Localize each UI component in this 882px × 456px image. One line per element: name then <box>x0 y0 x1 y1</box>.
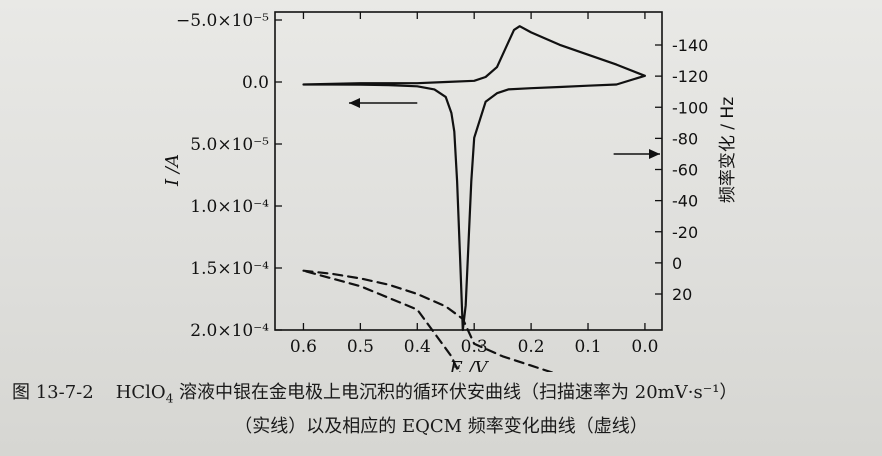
eqcm-frequency-curve <box>302 269 555 372</box>
y-left-axis-label: I /A <box>162 154 183 187</box>
y-left-tick-label: 0.0 <box>242 73 269 93</box>
chart-arrows <box>348 98 660 159</box>
y-left-tick-label: 5.0×10⁻⁵ <box>190 135 269 155</box>
figure-caption-line2: （实线）以及相应的 EQCM 频率变化曲线（虚线） <box>234 416 648 437</box>
y-left-tick-label: −5.0×10⁻⁵ <box>176 11 269 31</box>
arrow-right-head <box>649 149 660 159</box>
arrow-left-head <box>348 98 360 108</box>
y-right-tick-label: -60 <box>672 161 698 180</box>
y-right-tick-label: -140 <box>672 36 708 55</box>
y-left-tick-label: 1.5×10⁻⁴ <box>190 259 269 279</box>
y-right-tick-label: -40 <box>672 192 698 211</box>
figure-caption-line1: 图 13-7-2 HClO4 溶液中银在金电极上电沉积的循环伏安曲线（扫描速率为 … <box>12 378 882 406</box>
caption-text: 溶液中银在金电极上电沉积的循环伏安曲线（扫描速率为 20mV·s⁻¹） <box>173 382 738 403</box>
chart-ticks <box>275 12 662 331</box>
y-left-tick-label: 1.0×10⁻⁴ <box>190 197 269 217</box>
x-tick-label: 0.4 <box>404 337 431 357</box>
figure-label: 图 13-7-2 <box>12 382 94 403</box>
y-right-tick-label: 0 <box>672 254 682 273</box>
chart-series <box>302 25 646 372</box>
y-right-axis-label: 频率变化 / Hz <box>718 97 738 203</box>
caption-chem-formula: HClO <box>115 382 166 403</box>
x-tick-label: 0.6 <box>290 337 317 357</box>
x-tick-label: 0.0 <box>631 337 658 357</box>
cv-current-curve <box>302 25 646 332</box>
x-tick-label: 0.1 <box>574 337 601 357</box>
x-tick-label: 0.2 <box>518 337 545 357</box>
x-axis-label: E /V <box>449 358 490 372</box>
x-tick-label: 0.3 <box>461 337 488 357</box>
y-left-tick-label: 2.0×10⁻⁴ <box>190 321 269 341</box>
y-right-tick-label: 20 <box>672 285 692 304</box>
chart-labels: 0.6 0.5 0.4 0.3 0.2 0.1 0.0 −5.0×10⁻⁵ 0.0 5.0×10⁻… <box>162 11 738 372</box>
y-right-tick-label: -120 <box>672 67 708 86</box>
cv-eqcm-figure: 0.6 0.5 0.4 0.3 0.2 0.1 0.0 −5.0×10⁻⁵ 0.0 5.0×10⁻… <box>162 11 738 372</box>
caption-chem-subscript: 4 <box>165 391 174 406</box>
y-right-tick-label: -80 <box>672 129 698 148</box>
x-tick-label: 0.5 <box>347 337 374 357</box>
y-right-tick-label: -20 <box>672 223 698 242</box>
y-right-tick-label: -100 <box>672 98 708 117</box>
